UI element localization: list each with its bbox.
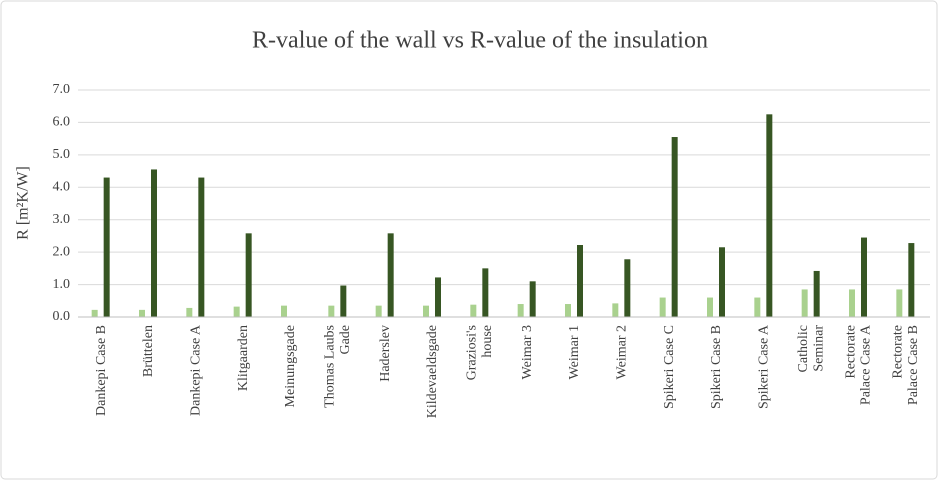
bar <box>423 305 429 317</box>
bar <box>801 289 808 317</box>
bar <box>281 305 287 317</box>
x-tick-label: Brüttelen <box>141 325 156 377</box>
y-tick-label: 1.0 <box>53 277 71 292</box>
bar <box>577 245 583 317</box>
bar <box>671 137 678 317</box>
y-tick-label: 5.0 <box>53 147 71 162</box>
bar <box>198 177 205 317</box>
x-tick-label: Klitgaarden <box>236 325 251 391</box>
chart-title: R-value of the wall vs R-value of the in… <box>252 28 708 54</box>
x-tick-label: Graziosi'shouse <box>465 325 495 380</box>
bar <box>470 304 477 317</box>
bar <box>103 177 110 317</box>
bar <box>659 297 666 317</box>
y-tick-label: 4.0 <box>53 180 71 195</box>
bar <box>517 304 524 317</box>
x-tick-label: Spikeri Case B <box>709 325 724 409</box>
bar <box>849 289 855 317</box>
x-tick-label: Weimar 2 <box>615 325 630 379</box>
bar <box>233 306 240 317</box>
x-tick-label: Weimar 3 <box>520 325 535 379</box>
bar <box>328 305 335 317</box>
bar <box>139 309 145 317</box>
y-axis-label: R [m²K/W] <box>15 166 32 240</box>
bar <box>375 305 382 317</box>
bar <box>340 285 347 317</box>
x-tick-label: RectoratePalace Case B <box>891 325 921 405</box>
y-tick-label: 7.0 <box>53 82 71 97</box>
bar <box>612 303 619 317</box>
bar <box>151 169 157 317</box>
bar <box>186 307 193 317</box>
bar <box>813 270 820 317</box>
x-tick-label: Weimar 1 <box>567 325 582 379</box>
bar <box>387 233 394 317</box>
bar <box>245 233 252 317</box>
y-tick-label: 0.0 <box>53 309 71 324</box>
bar <box>861 237 867 317</box>
bar <box>91 309 98 317</box>
bar <box>719 247 725 317</box>
bar <box>482 268 489 317</box>
x-tick-label: Spikeri Case A <box>757 324 772 409</box>
bar <box>896 289 903 317</box>
bar <box>624 259 631 317</box>
y-tick-label: 6.0 <box>53 115 71 130</box>
x-tick-label: Dankepi Case B <box>94 325 109 416</box>
x-tick-label: Kildevaeldsgade <box>425 325 440 418</box>
bar <box>908 243 915 317</box>
bar <box>707 297 713 317</box>
y-tick-label: 2.0 <box>53 244 71 259</box>
bar <box>529 281 536 317</box>
x-tick-label: Spikeri Case C <box>662 325 677 409</box>
x-tick-label: Dankepi Case A <box>189 324 204 416</box>
x-tick-label: CatholicSeminar <box>796 325 826 373</box>
x-tick-label: Haderslev <box>378 325 393 382</box>
x-tick-label: RectoratePalace Case A <box>844 324 874 405</box>
bar <box>565 304 571 317</box>
bar <box>435 277 441 317</box>
bar <box>754 297 761 317</box>
y-tick-label: 3.0 <box>53 212 71 227</box>
x-tick-label: Thomas LaubsGade <box>323 325 353 408</box>
bar <box>766 114 773 317</box>
x-tick-label: Meinungsgade <box>283 325 298 407</box>
